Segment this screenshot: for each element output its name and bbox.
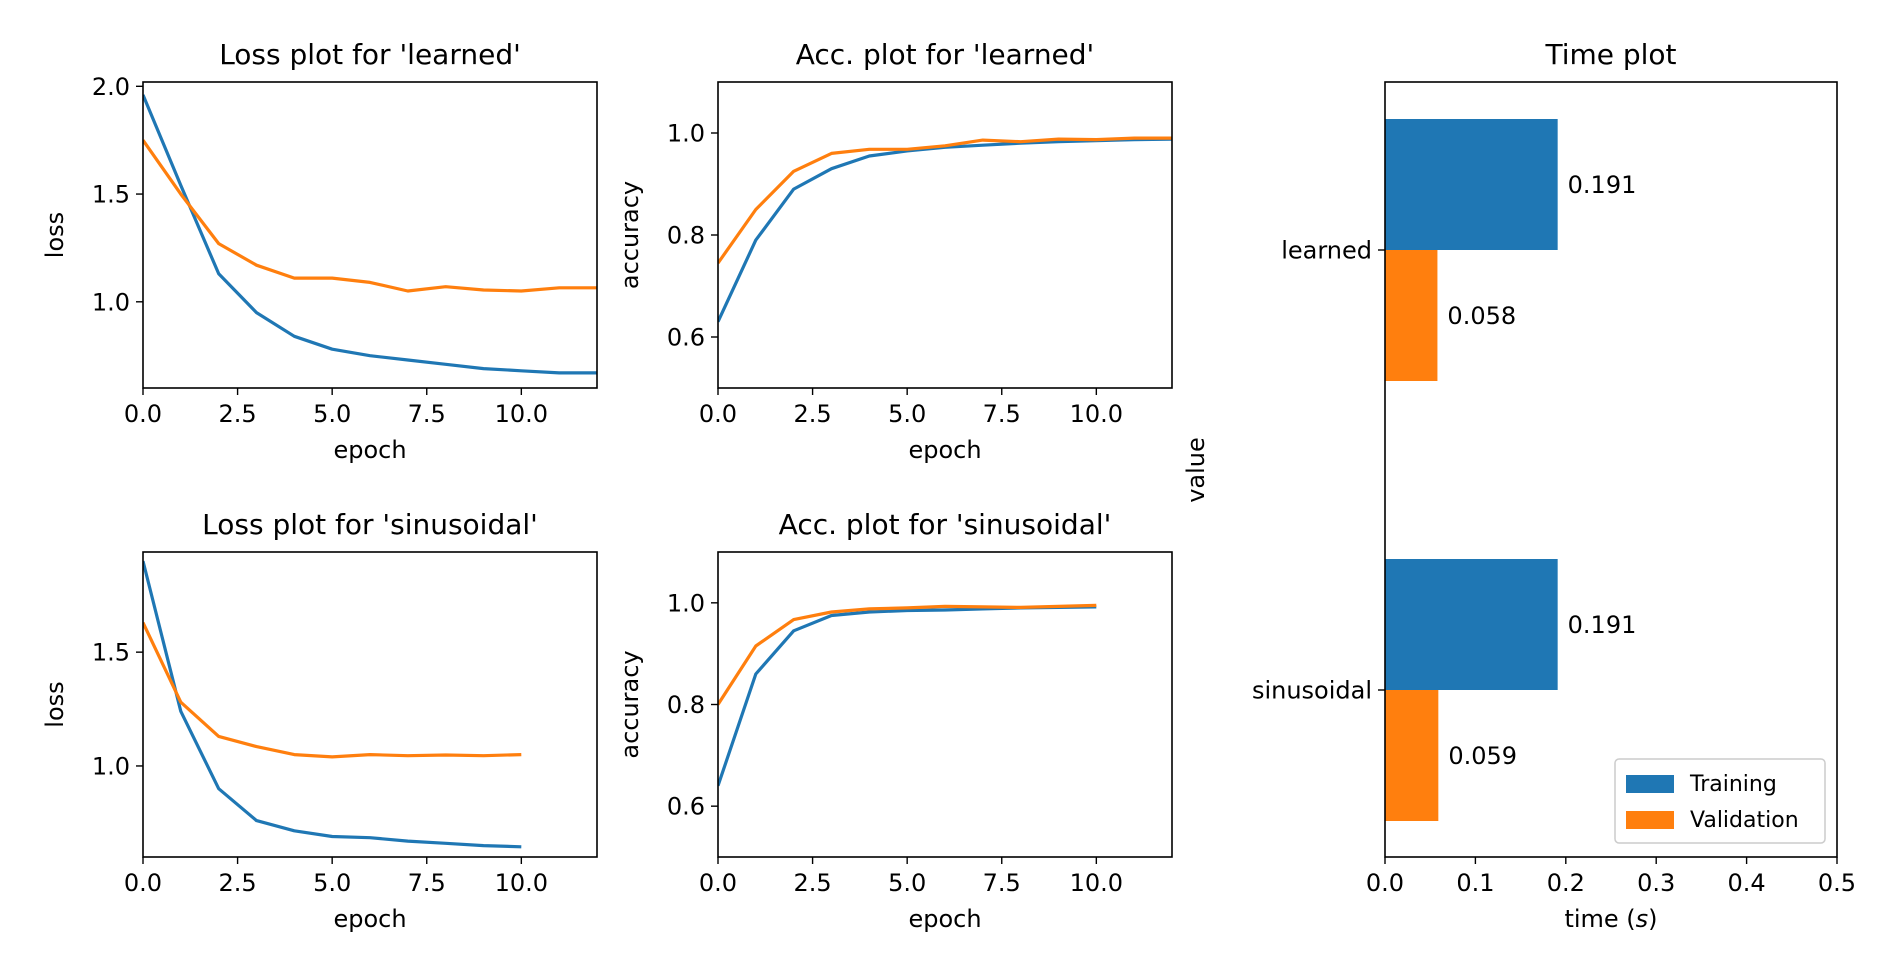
chart-title: Loss plot for 'sinusoidal' [202, 508, 538, 541]
x-tick-label: 10.0 [1070, 869, 1123, 897]
bar-validation-sinusoidal [1385, 690, 1439, 821]
x-tick-label: 2.5 [793, 400, 831, 428]
y-tick-label: 1.0 [667, 120, 705, 148]
axes-frame [142, 81, 598, 389]
x-tick-label: 5.0 [888, 400, 926, 428]
y-axis-label: accuracy [616, 181, 644, 289]
x-axis-label-variable: s [1636, 905, 1649, 933]
y-axis-label: accuracy [616, 650, 644, 758]
legend-entry-label: Training [1689, 772, 1777, 797]
x-tick-label: 7.5 [983, 400, 1021, 428]
axes-frame [717, 551, 1173, 858]
x-tick-label: 7.5 [983, 869, 1021, 897]
series-line-training [718, 137, 1172, 323]
legend-entry-label: Validation [1690, 808, 1799, 833]
chart-title: Loss plot for 'learned' [219, 38, 521, 71]
x-tick-label: 10.0 [495, 869, 548, 897]
category-label: sinusoidal [1252, 677, 1372, 705]
x-tick-label: 7.5 [408, 400, 446, 428]
x-tick-label: 7.5 [408, 869, 446, 897]
series-line-validation [143, 621, 522, 759]
x-axis-label: epoch [908, 905, 981, 933]
bar-chart-time: 0.191 0.058 learned 0.191 0.059 sinusoidal 0.0… [1182, 38, 1856, 933]
line-chart-3: 0.0 2.5 5.0 7.5 10.0 1.0 1.5 Loss plot for 'sin… [41, 508, 598, 933]
y-tick-label: 2.0 [92, 73, 130, 101]
axes-frame [717, 81, 1173, 389]
x-axis-label: epoch [908, 436, 981, 464]
y-tick-label: 0.8 [667, 222, 705, 250]
bar-value-label: 0.191 [1568, 171, 1637, 199]
chart-title: Acc. plot for 'learned' [796, 38, 1095, 71]
y-axis-label: loss [41, 212, 69, 258]
x-tick-label: 5.0 [313, 869, 351, 897]
x-axis-label: time (s) [1564, 905, 1657, 933]
legend: Training Validation [1614, 758, 1826, 844]
x-axis-label-prefix: time ( [1564, 905, 1635, 933]
series-line-validation [718, 136, 1172, 265]
bar-validation-learned [1385, 250, 1438, 381]
x-tick-label: 10.0 [1070, 400, 1123, 428]
line-chart-2: 0.0 2.5 5.0 7.5 10.0 0.6 0.8 1.0 Acc. plot for '… [616, 38, 1173, 464]
series-line-validation [143, 139, 597, 293]
x-axis-label: epoch [333, 905, 406, 933]
y-tick-label: 0.6 [667, 324, 705, 352]
y-tick-label: 1.5 [92, 181, 130, 209]
axes-frame [1384, 81, 1838, 858]
x-tick-label: 0.0 [1366, 869, 1404, 897]
y-tick-label: 1.5 [92, 639, 130, 667]
x-axis-label: epoch [333, 436, 406, 464]
legend-swatch-training [1626, 775, 1674, 793]
bar-value-label: 0.059 [1448, 742, 1517, 770]
series-line-validation [718, 603, 1097, 706]
x-tick-label: 0.0 [124, 869, 162, 897]
category-label: learned [1281, 237, 1372, 265]
x-tick-label: 0.0 [699, 869, 737, 897]
x-tick-label: 0.1 [1456, 869, 1494, 897]
x-tick-label: 2.5 [793, 869, 831, 897]
series-line-training [143, 560, 522, 849]
series-line-training [143, 94, 597, 375]
y-tick-label: 1.0 [667, 589, 705, 617]
x-tick-label: 2.5 [218, 869, 256, 897]
x-tick-label: 0.3 [1637, 869, 1675, 897]
x-tick-label: 0.4 [1728, 869, 1766, 897]
x-tick-label: 0.5 [1818, 869, 1856, 897]
y-axis-label: loss [41, 681, 69, 727]
y-axis-label: value [1182, 437, 1210, 503]
line-chart-1: 0.0 2.5 5.0 7.5 10.0 1.0 1.5 2.0 Loss plot for '… [41, 38, 598, 464]
x-tick-label: 0.0 [124, 400, 162, 428]
x-axis-label-suffix: ) [1648, 905, 1657, 933]
x-tick-label: 10.0 [495, 400, 548, 428]
line-chart-4: 0.0 2.5 5.0 7.5 10.0 0.6 0.8 1.0 Acc. plot for '… [616, 508, 1173, 933]
bar-value-label: 0.191 [1568, 611, 1637, 639]
x-tick-label: 2.5 [218, 400, 256, 428]
chart-title: Acc. plot for 'sinusoidal' [779, 508, 1112, 541]
y-tick-label: 0.6 [667, 793, 705, 821]
chart-title: Time plot [1544, 38, 1676, 71]
bar-training-learned [1385, 119, 1558, 250]
x-tick-label: 0.0 [699, 400, 737, 428]
y-tick-label: 1.0 [92, 752, 130, 780]
y-tick-label: 0.8 [667, 691, 705, 719]
x-tick-label: 5.0 [888, 869, 926, 897]
bar-value-label: 0.058 [1447, 302, 1516, 330]
bar-training-sinusoidal [1385, 559, 1558, 690]
axes-frame [142, 551, 598, 858]
y-tick-label: 1.0 [92, 288, 130, 316]
x-tick-label: 5.0 [313, 400, 351, 428]
x-tick-label: 0.2 [1547, 869, 1585, 897]
legend-swatch-validation [1626, 811, 1674, 829]
